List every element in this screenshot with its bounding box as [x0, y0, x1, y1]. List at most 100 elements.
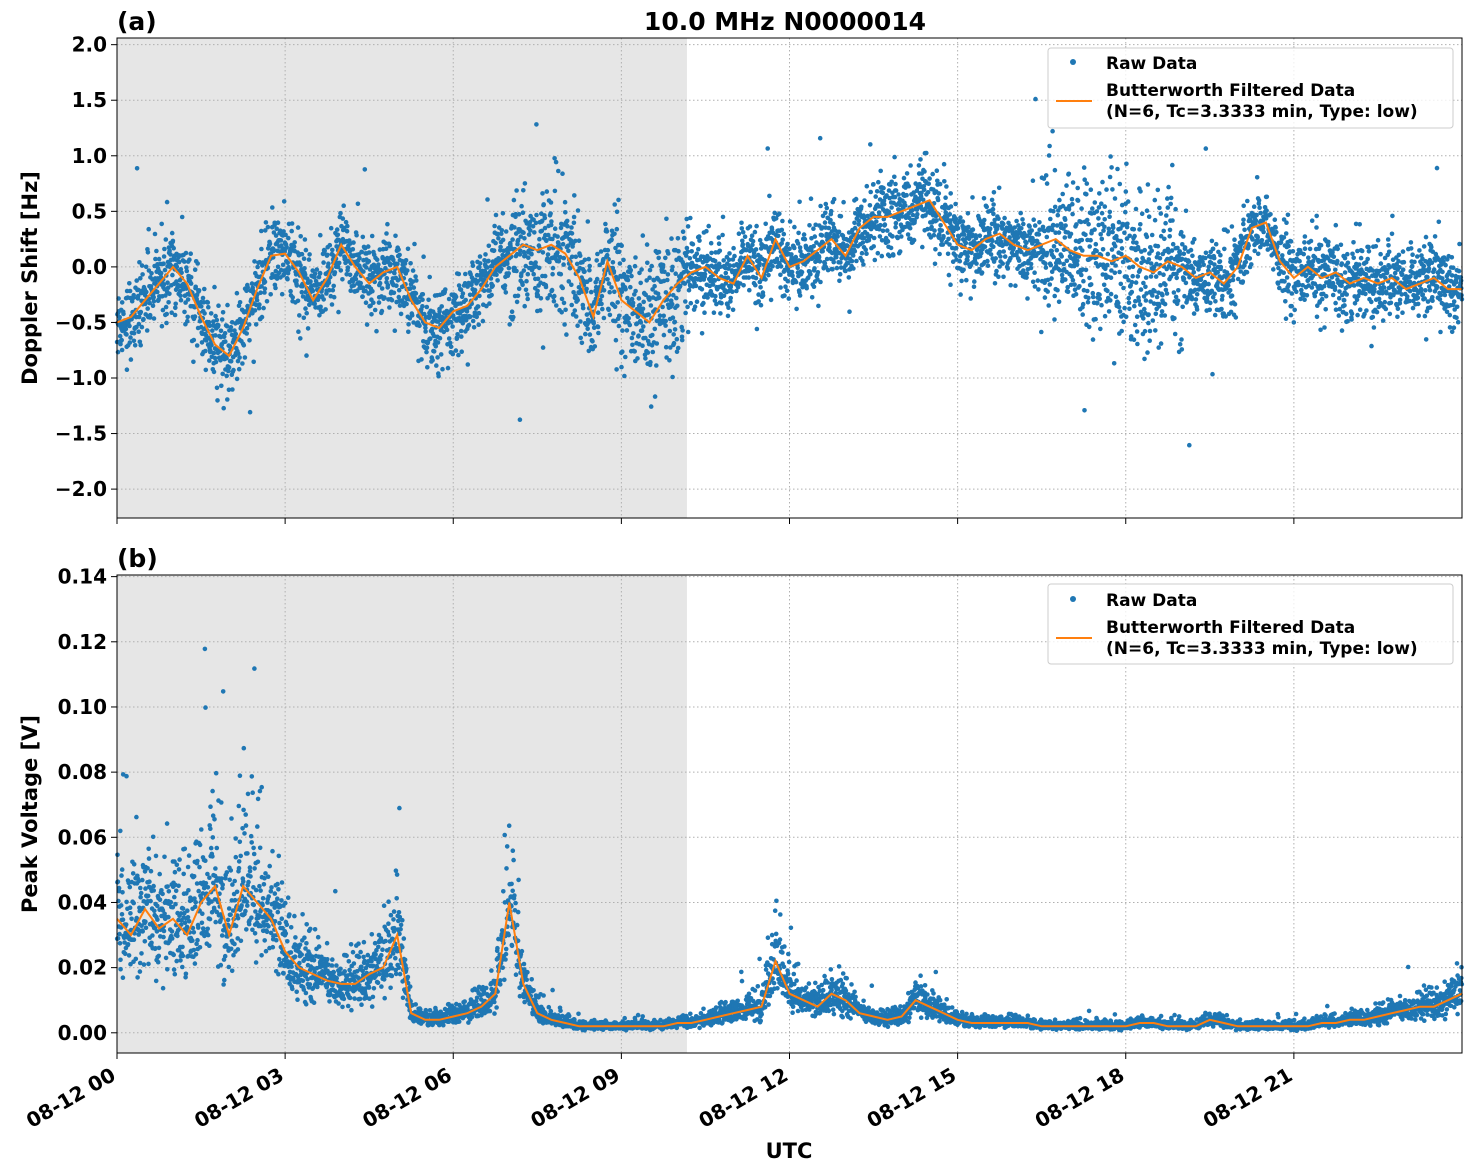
raw-point: [875, 250, 881, 256]
raw-point: [685, 249, 690, 255]
raw-point: [224, 323, 230, 329]
raw-point: [487, 301, 492, 306]
raw-point: [392, 328, 398, 334]
raw-point: [206, 319, 212, 325]
raw-point: [232, 328, 237, 333]
raw-point: [236, 351, 241, 356]
raw-point: [208, 348, 213, 354]
raw-point: [690, 241, 696, 247]
raw-point: [935, 197, 941, 203]
raw-point: [594, 258, 599, 263]
raw-point: [987, 226, 993, 231]
raw-point: [948, 204, 954, 209]
raw-point: [514, 268, 519, 274]
raw-point: [374, 257, 380, 263]
raw-point: [1132, 303, 1137, 309]
raw-point: [749, 266, 755, 272]
raw-point: [156, 256, 162, 262]
raw-point: [147, 312, 153, 318]
raw-point: [624, 328, 630, 333]
raw-point: [396, 247, 401, 252]
raw-point: [312, 271, 318, 277]
raw-point: [1081, 165, 1087, 170]
raw-point: [615, 300, 620, 305]
raw-point: [234, 290, 240, 296]
raw-point: [1056, 299, 1062, 305]
raw-point: [379, 308, 385, 314]
raw-point: [135, 287, 141, 293]
raw-point: [787, 219, 793, 224]
raw-point: [665, 272, 671, 277]
raw-point: [603, 221, 608, 227]
raw-point: [1146, 214, 1152, 219]
raw-point: [338, 210, 343, 216]
raw-point: [1060, 191, 1065, 197]
raw-point: [1117, 309, 1123, 314]
raw-point: [1335, 246, 1340, 252]
raw-point: [167, 248, 172, 254]
raw-point: [1222, 246, 1227, 252]
raw-point: [871, 182, 876, 187]
raw-point: [1174, 275, 1179, 281]
raw-point: [963, 240, 969, 246]
raw-point: [628, 267, 633, 273]
raw-point: [1101, 228, 1106, 233]
raw-point: [727, 251, 732, 256]
raw-point: [685, 329, 691, 335]
raw-point: [1117, 181, 1123, 187]
raw-point: [595, 324, 601, 330]
raw-point: [494, 272, 499, 278]
raw-point: [1152, 197, 1158, 203]
raw-point: [831, 259, 836, 265]
raw-point: [447, 340, 453, 346]
raw-point: [790, 273, 795, 279]
raw-point: [213, 333, 218, 338]
raw-point: [1084, 217, 1090, 223]
raw-point: [852, 220, 857, 226]
raw-point: [1358, 255, 1364, 261]
raw-point: [435, 340, 441, 345]
raw-point: [1370, 268, 1375, 273]
raw-point: [326, 261, 331, 267]
raw-point: [392, 270, 397, 276]
raw-point: [185, 318, 190, 324]
raw-point: [199, 304, 204, 309]
raw-point: [863, 247, 868, 252]
raw-point: [536, 265, 542, 271]
raw-point: [937, 181, 943, 187]
raw-point: [572, 308, 578, 313]
raw-point: [838, 260, 843, 265]
raw-point: [377, 280, 383, 286]
raw-point: [526, 255, 531, 260]
raw-point: [258, 290, 263, 296]
raw-point: [471, 325, 477, 330]
raw-point: [645, 260, 650, 266]
raw-point: [521, 268, 527, 273]
raw-point: [569, 231, 575, 236]
raw-point: [1161, 228, 1166, 234]
raw-point: [763, 277, 768, 282]
raw-point: [137, 260, 142, 265]
raw-point: [1351, 240, 1356, 245]
raw-point: [396, 294, 402, 300]
raw-point: [448, 320, 454, 325]
raw-point: [299, 251, 305, 257]
raw-point: [944, 184, 949, 189]
raw-point: [545, 252, 551, 257]
raw-point: [1243, 259, 1249, 265]
raw-point: [1163, 220, 1168, 226]
raw-point: [344, 228, 350, 234]
raw-point: [1256, 198, 1262, 203]
raw-point: [1283, 299, 1288, 304]
raw-point: [1206, 264, 1212, 270]
raw-point: [174, 264, 180, 270]
raw-point: [1373, 244, 1379, 249]
raw-point: [188, 275, 194, 280]
raw-point: [199, 340, 205, 345]
raw-point: [587, 277, 593, 283]
raw-point: [171, 245, 176, 251]
raw-point: [1088, 237, 1093, 243]
raw-point: [1153, 274, 1159, 279]
raw-point: [1365, 256, 1370, 262]
raw-point: [1307, 246, 1313, 252]
